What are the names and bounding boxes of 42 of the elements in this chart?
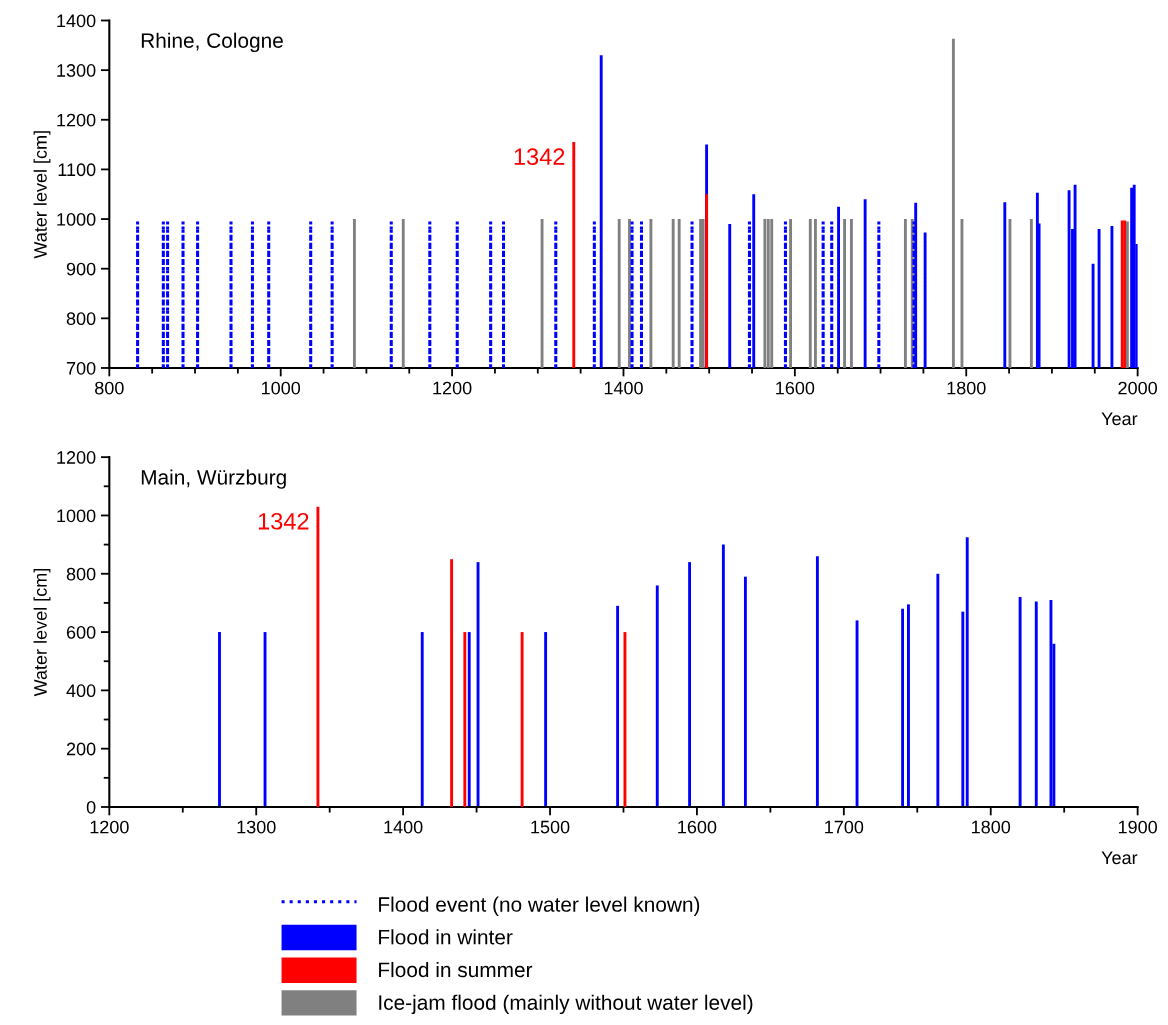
- x-tick-label: 1400: [384, 820, 423, 834]
- y-tick-label: 800: [66, 312, 96, 326]
- x-tick-label: 1300: [237, 820, 276, 834]
- legend-label: Flood in summer: [379, 961, 533, 978]
- y-tick-label: 1000: [57, 509, 96, 523]
- y-tick-label: 0: [86, 800, 96, 814]
- y-tick-label: 1200: [57, 113, 96, 127]
- y-tick-label: 200: [66, 742, 96, 756]
- y-tick-label: 800: [66, 567, 96, 581]
- annotation: 1342: [258, 512, 309, 530]
- x-tick-label: 1500: [531, 820, 570, 834]
- y-tick-label: 700: [66, 361, 96, 375]
- legend-label: Ice-jam flood (mainly without water level): [379, 994, 753, 1015]
- y-tick-label: 1400: [57, 14, 96, 28]
- x-tick-label: 1900: [1118, 820, 1158, 834]
- legend-label: Flood event (no water level known): [379, 896, 700, 916]
- y-tick-label: 600: [66, 626, 96, 639]
- x-tick-label: 2000: [1118, 381, 1158, 395]
- y-tick-label: 1200: [57, 451, 96, 464]
- x-tick-label: 1200: [90, 820, 129, 834]
- x-tick-label: 1000: [262, 381, 301, 395]
- text: Rhine, Cologne: [141, 32, 283, 53]
- x-tick-label: 1800: [947, 381, 986, 395]
- x-axis-title: Year: [1101, 851, 1138, 865]
- y-tick-label: 1000: [57, 212, 96, 226]
- y-axis-title: Water level [cm]: [33, 131, 51, 259]
- x-tick-label: 1600: [776, 381, 815, 395]
- x-axis-title: Year: [1101, 412, 1138, 426]
- x-tick-label: 1200: [433, 381, 472, 395]
- x-tick-label: 1700: [825, 820, 864, 834]
- y-tick-label: 400: [66, 684, 96, 698]
- x-tick-label: 800: [95, 381, 124, 395]
- x-tick-label: 1400: [604, 381, 643, 395]
- y-tick-label: 1300: [57, 64, 96, 77]
- annotation: 1342: [514, 148, 565, 166]
- y-tick-label: 1100: [58, 163, 96, 177]
- text: Main, Würzburg: [141, 469, 286, 489]
- legend-label: Flood in winter: [379, 929, 513, 945]
- x-tick-label: 1800: [972, 820, 1011, 834]
- y-axis-title: Water level [cm]: [33, 568, 51, 697]
- y-tick-label: 900: [66, 262, 96, 276]
- x-tick-label: 1600: [678, 820, 717, 834]
